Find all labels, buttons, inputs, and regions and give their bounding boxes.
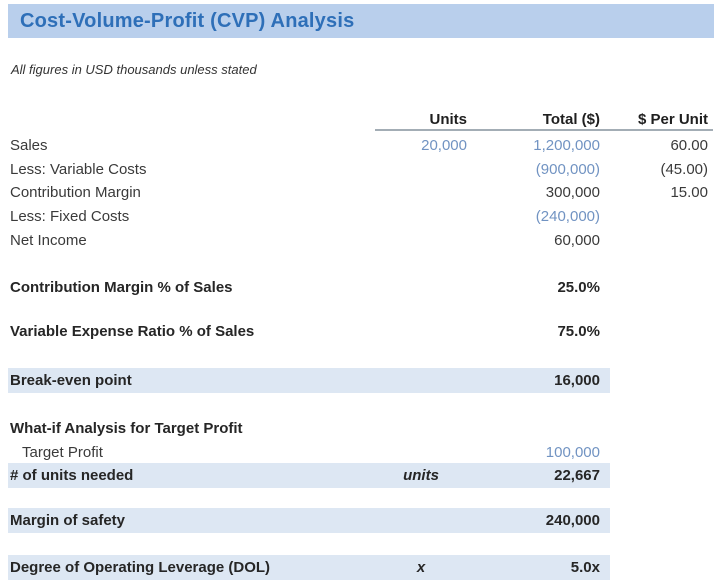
row-label-net-income: Net Income	[10, 231, 87, 249]
row-label-fixed-costs: Less: Fixed Costs	[10, 207, 130, 225]
column-header-per-unit: $ Per Unit	[637, 110, 708, 128]
fixed-costs-total-input-cell[interactable]: (240,000)	[535, 207, 600, 225]
row-label-target-profit: Target Profit	[22, 443, 103, 461]
table-row-contribution-margin: Contribution Margin 300,000 15.00	[8, 180, 708, 204]
units-needed-unit-tag: units	[403, 467, 439, 484]
row-label-variable-expense-ratio: Variable Expense Ratio % of Sales	[10, 322, 255, 340]
row-label-units-needed: # of units needed	[10, 467, 134, 484]
target-profit-input-cell[interactable]: 100,000	[545, 443, 600, 461]
column-header-row: Units Total ($) $ Per Unit	[8, 107, 709, 131]
dol-unit-tag: x	[416, 559, 426, 576]
table-row-sales: Sales 20,000 1,200,000 60.00	[8, 133, 708, 157]
table-row-target-profit: Target Profit 100,000	[8, 440, 708, 464]
row-label-margin-of-safety: Margin of safety	[10, 512, 126, 529]
table-row-net-income: Net Income 60,000	[8, 228, 708, 252]
table-row-variable-costs: Less: Variable Costs (900,000) (45.00)	[8, 157, 708, 181]
row-label-dol: Degree of Operating Leverage (DOL)	[10, 559, 271, 576]
contribution-margin-per-unit-cell: 15.00	[670, 183, 708, 201]
header-divider	[375, 129, 713, 131]
section-label-what-if: What-if Analysis for Target Profit	[10, 419, 243, 437]
table-row-break-even: Break-even point 16,000	[8, 368, 610, 393]
row-label-cm-percent: Contribution Margin % of Sales	[10, 278, 233, 296]
row-label-variable-costs: Less: Variable Costs	[10, 160, 147, 178]
variable-costs-per-unit-cell: (45.00)	[660, 160, 708, 178]
units-note: All figures in USD thousands unless stat…	[11, 62, 257, 77]
table-row-margin-of-safety: Margin of safety 240,000	[8, 508, 610, 533]
column-header-units: Units	[429, 110, 468, 128]
section-header-what-if: What-if Analysis for Target Profit	[8, 416, 708, 440]
row-label-sales: Sales	[10, 136, 48, 154]
contribution-margin-total-cell: 300,000	[545, 183, 600, 201]
units-needed-value-cell: 22,667	[554, 467, 600, 484]
variable-costs-total-input-cell[interactable]: (900,000)	[535, 160, 600, 178]
title-bar: Cost-Volume-Profit (CVP) Analysis	[8, 4, 714, 38]
margin-of-safety-value-cell: 240,000	[545, 512, 600, 529]
sales-units-input-cell[interactable]: 20,000	[421, 136, 467, 154]
sales-total-input-cell[interactable]: 1,200,000	[533, 136, 600, 154]
table-row-cm-percent: Contribution Margin % of Sales 25.0%	[8, 275, 708, 299]
sales-per-unit-cell: 60.00	[670, 136, 708, 154]
table-row-dol: Degree of Operating Leverage (DOL) x 5.0…	[8, 555, 610, 580]
table-row-variable-expense-ratio: Variable Expense Ratio % of Sales 75.0%	[8, 319, 708, 343]
net-income-total-cell: 60,000	[554, 231, 600, 249]
table-row-fixed-costs: Less: Fixed Costs (240,000)	[8, 204, 708, 228]
row-label-break-even: Break-even point	[10, 372, 132, 389]
page-title: Cost-Volume-Profit (CVP) Analysis	[20, 9, 355, 32]
column-header-total: Total ($)	[542, 110, 600, 128]
cm-percent-value-cell: 25.0%	[557, 278, 600, 296]
dol-value-cell: 5.0x	[570, 559, 600, 576]
table-row-units-needed: # of units needed units 22,667	[8, 463, 610, 488]
variable-expense-ratio-value-cell: 75.0%	[557, 322, 600, 340]
row-label-contribution-margin: Contribution Margin	[10, 183, 141, 201]
break-even-value-cell: 16,000	[554, 372, 600, 389]
